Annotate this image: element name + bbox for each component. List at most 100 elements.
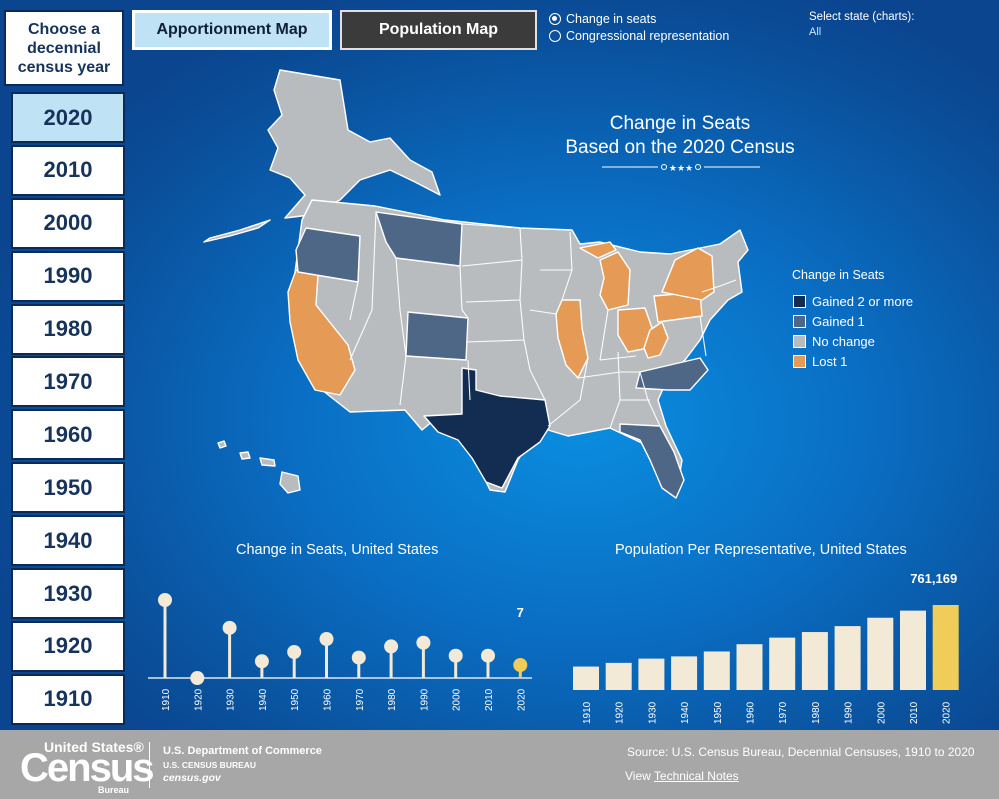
year-button-1970[interactable]: 1970 — [11, 356, 125, 408]
state-select-label: Select state (charts): — [809, 11, 915, 23]
pop-bar-2010[interactable] — [900, 610, 926, 690]
pop-tick-label: 1950 — [713, 701, 724, 724]
year-button-2020[interactable]: 2020 — [11, 92, 125, 143]
legend-item: Gained 1 — [793, 314, 865, 329]
svg-text:★★★: ★★★ — [669, 164, 693, 174]
legend-swatch — [793, 315, 806, 328]
source-note: Source: U.S. Census Bureau, Decennial Ce… — [627, 745, 975, 759]
radio-change-in-seats[interactable]: Change in seats — [549, 12, 656, 26]
radio-congressional-representation[interactable]: Congressional representation — [549, 29, 729, 43]
year-button-1910[interactable]: 1910 — [11, 673, 125, 725]
state-florida — [619, 423, 685, 499]
radio-selected-icon[interactable] — [549, 13, 561, 25]
tab-apportionment-map[interactable]: Apportionment Map — [132, 10, 332, 50]
legend-swatch — [793, 295, 806, 308]
year-list: 2020 2010 2000 1990 1980 1970 1960 1950 1940 1930… — [11, 92, 125, 727]
seats-tick-label: 1960 — [323, 688, 334, 711]
pop-bar-1970[interactable] — [769, 637, 796, 690]
legend-label: No change — [812, 334, 875, 349]
state-texas — [423, 367, 551, 489]
year-button-2000[interactable]: 2000 — [11, 197, 125, 249]
pop-tick-label: 2010 — [909, 701, 920, 724]
pop-bar-1960[interactable] — [736, 644, 763, 690]
pop-bar-1980[interactable] — [801, 632, 828, 690]
radio-change-in-seats-label: Change in seats — [566, 12, 657, 26]
pop-tick-label: 2020 — [942, 701, 953, 724]
us-apportionment-map[interactable] — [200, 60, 790, 500]
state-select-dropdown[interactable]: All — [809, 26, 822, 38]
census-gov-link[interactable]: census.gov — [163, 772, 221, 784]
year-button-1980[interactable]: 1980 — [11, 303, 125, 355]
year-button-2010[interactable]: 2010 — [11, 144, 125, 196]
lollipop-point-1940[interactable] — [254, 654, 269, 669]
footer: United States® Census Bureau U.S. Depart… — [0, 730, 999, 799]
seats-tick-label: 1920 — [193, 688, 204, 711]
year-button-1950[interactable]: 1950 — [11, 462, 125, 514]
map-title-line1: Change in Seats — [609, 113, 751, 134]
lollipop-point-2000[interactable] — [448, 648, 463, 663]
lollipop-point-2020[interactable] — [513, 658, 528, 672]
legend-swatch — [793, 335, 806, 348]
legend-swatch — [793, 355, 806, 368]
map-title: Change in Seats Based on the 2020 Census — [555, 112, 805, 160]
pop-bar-1920[interactable] — [605, 662, 632, 690]
technical-notes: View Technical Notes — [625, 769, 739, 783]
lollipop-point-1980[interactable] — [384, 639, 399, 654]
lollipop-point-1930[interactable] — [222, 620, 237, 635]
lollipop-point-1950[interactable] — [287, 645, 302, 659]
legend-item: Gained 2 or more — [793, 294, 913, 309]
state-hawaii — [217, 440, 301, 494]
year-button-1990[interactable]: 1990 — [11, 250, 125, 302]
year-button-1960[interactable]: 1960 — [11, 409, 125, 461]
state-oregon — [295, 227, 361, 283]
seats-data-label: 7 — [517, 605, 524, 620]
radio-congressional-representation-label: Congressional representation — [566, 29, 730, 43]
pop-bar-2020[interactable] — [932, 605, 959, 690]
state-new-york — [661, 247, 715, 301]
population-chart-title: Population Per Representative, United St… — [615, 542, 907, 558]
year-button-1940[interactable]: 1940 — [11, 515, 125, 567]
seats-tick-label: 1970 — [355, 688, 366, 711]
lollipop-point-1960[interactable] — [319, 632, 334, 646]
legend-item: No change — [793, 334, 875, 349]
pop-bar-2000[interactable] — [867, 617, 894, 690]
state-colorado — [405, 311, 469, 361]
lollipop-point-2010[interactable] — [481, 648, 495, 663]
pop-bar-1990[interactable] — [834, 626, 861, 690]
state-alaska — [267, 69, 441, 219]
pop-tick-label: 1960 — [746, 701, 757, 724]
seats-change-chart: 1910 1920 1930 1940 1950 1960 1970 1980 1990 2000… — [148, 593, 532, 711]
legend-title: Change in Seats — [792, 268, 885, 282]
year-selector-heading-text: Choose a decennial census year — [17, 20, 111, 76]
lollipop-point-1910[interactable] — [158, 593, 172, 607]
seats-tick-label: 1930 — [226, 688, 237, 711]
pop-bar-1940[interactable] — [671, 656, 698, 690]
pop-bar-1930[interactable] — [638, 658, 665, 690]
seats-tick-label: 1910 — [161, 688, 172, 711]
seats-chart-title: Change in Seats, United States — [236, 542, 439, 558]
state-alaska-islands — [203, 219, 271, 243]
lollipop-point-1990[interactable] — [416, 635, 431, 650]
tab-population-map[interactable]: Population Map — [340, 10, 537, 50]
seats-tick-label: 1940 — [258, 688, 269, 711]
technical-notes-link[interactable]: Technical Notes — [653, 769, 739, 783]
pop-bar-1950[interactable] — [703, 651, 730, 690]
census-logo-top: United States® — [44, 739, 144, 755]
year-button-1930[interactable]: 1930 — [11, 568, 125, 620]
year-selector-heading: Choose a decennial census year — [4, 10, 124, 86]
legend-label: Gained 1 — [812, 314, 865, 329]
pop-bar-1910[interactable] — [573, 666, 599, 690]
population-per-rep-chart: 1910 1920 1930 1940 1950 1960 1970 1980 1990 2000… — [573, 571, 959, 724]
bureau-name: U.S. CENSUS BUREAU — [163, 760, 257, 770]
census-logo-sub: Bureau — [98, 785, 130, 795]
view-prefix: View — [625, 769, 654, 783]
lollipop-point-1920[interactable] — [190, 671, 205, 685]
legend-item: Lost 1 — [793, 354, 847, 369]
lollipop-point-1970[interactable] — [351, 650, 366, 665]
legend-label: Gained 2 or more — [812, 294, 914, 309]
census-logo[interactable]: Census — [20, 746, 154, 790]
seats-tick-label: 1950 — [290, 688, 301, 711]
year-button-1920[interactable]: 1920 — [11, 620, 125, 672]
radio-unselected-icon[interactable] — [549, 30, 561, 42]
seats-tick-label: 2020 — [516, 688, 527, 711]
